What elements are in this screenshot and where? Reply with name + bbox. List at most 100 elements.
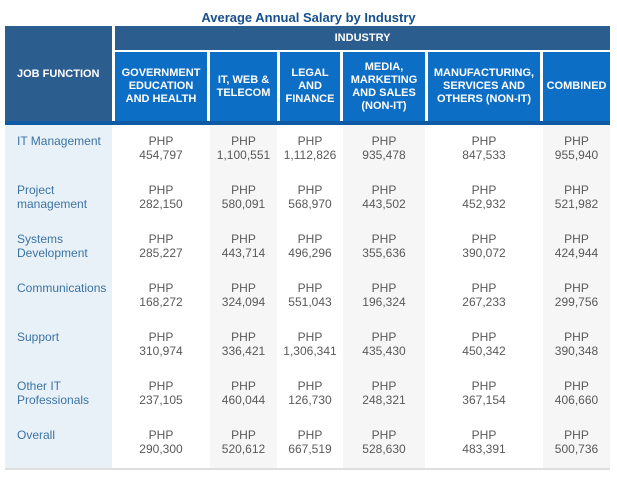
currency-label: PHP (564, 330, 589, 344)
header-body-divider (5, 121, 610, 125)
salary-cell: PHP 935,478 (343, 125, 428, 174)
salary-value: 267,233 (462, 295, 506, 309)
salary-cell: PHP 126,730 (280, 370, 343, 419)
currency-label: PHP (471, 232, 497, 246)
salary-value: 452,932 (462, 197, 506, 211)
salary-value: 1,112,826 (283, 148, 337, 162)
currency-label: PHP (564, 379, 589, 393)
salary-cell: PHP 520,612 (210, 419, 280, 468)
currency-label: PHP (231, 232, 256, 246)
salary-cell: PHP 1,306,341 (280, 321, 343, 370)
salary-value: 196,324 (362, 295, 406, 309)
currency-label: PHP (471, 428, 497, 442)
salary-value: 551,043 (288, 295, 332, 309)
salary-value: 454,797 (139, 148, 183, 162)
table-row: Support PHP 310,974 PHP 336,421 PHP 1,306,3… (5, 321, 610, 370)
salary-value: 520,612 (221, 442, 266, 456)
salary-cell: PHP 355,636 (343, 223, 428, 272)
currency-label: PHP (148, 232, 174, 246)
table-row: IT Management PHP 454,797 PHP 1,100,551 PH… (5, 125, 610, 174)
currency-label: PHP (231, 379, 256, 393)
salary-cell: PHP 580,091 (210, 174, 280, 223)
salary-cell: PHP 390,348 (543, 321, 610, 370)
salary-cell: PHP 496,296 (280, 223, 343, 272)
salary-cell: PHP 452,932 (428, 174, 543, 223)
salary-value: 521,982 (554, 197, 599, 211)
salary-cell: PHP 454,797 (115, 125, 210, 174)
column-header-media-marketing-sales: MEDIA, MARKETING AND SALES (NON-IT) (343, 52, 428, 121)
salary-value: 390,348 (554, 344, 599, 358)
salary-value: 483,391 (462, 442, 506, 456)
salary-cell: PHP 168,272 (115, 272, 210, 321)
currency-label: PHP (297, 281, 323, 295)
salary-value: 580,091 (221, 197, 266, 211)
currency-label: PHP (371, 379, 397, 393)
salary-cell: PHP 424,944 (543, 223, 610, 272)
salary-value: 310,974 (139, 344, 183, 358)
salary-cell: PHP 460,044 (210, 370, 280, 419)
currency-label: PHP (564, 281, 589, 295)
table-bottom-border (5, 468, 610, 470)
salary-value: 248,321 (362, 393, 406, 407)
salary-value: 935,478 (362, 148, 406, 162)
salary-cell: PHP 443,714 (210, 223, 280, 272)
salary-value: 290,300 (139, 442, 183, 456)
salary-cell: PHP 367,154 (428, 370, 543, 419)
salary-value: 955,940 (554, 148, 599, 162)
row-label: Project management (5, 174, 115, 223)
row-label: Other IT Professionals (5, 370, 115, 419)
currency-label: PHP (297, 134, 323, 148)
salary-value: 460,044 (221, 393, 266, 407)
currency-label: PHP (148, 379, 174, 393)
column-header-manufacturing-services-others: MANUFACTURING, SERVICES AND OTHERS (NON-… (428, 52, 543, 121)
salary-cell: PHP 282,150 (115, 174, 210, 223)
currency-label: PHP (471, 281, 497, 295)
salary-cell: PHP 955,940 (543, 125, 610, 174)
salary-value: 443,714 (221, 246, 266, 260)
column-header-government-education-health: GOVERNMENT EDUCATION AND HEALTH (115, 52, 210, 121)
salary-cell: PHP 406,660 (543, 370, 610, 419)
salary-value: 1,100,551 (216, 148, 271, 162)
salary-cell: PHP 435,430 (343, 321, 428, 370)
salary-cell: PHP 667,519 (280, 419, 343, 468)
currency-label: PHP (148, 428, 174, 442)
currency-label: PHP (371, 281, 397, 295)
salary-value: 406,660 (554, 393, 599, 407)
salary-cell: PHP 336,421 (210, 321, 280, 370)
currency-label: PHP (148, 134, 174, 148)
currency-label: PHP (371, 183, 397, 197)
currency-label: PHP (231, 428, 256, 442)
salary-cell: PHP 1,100,551 (210, 125, 280, 174)
salary-cell: PHP 290,300 (115, 419, 210, 468)
salary-value: 168,272 (139, 295, 183, 309)
currency-label: PHP (231, 330, 256, 344)
salary-value: 847,533 (462, 148, 506, 162)
currency-label: PHP (148, 281, 174, 295)
row-label: Communications (5, 272, 115, 321)
currency-label: PHP (371, 232, 397, 246)
table-row: Other IT Professionals PHP 237,105 PHP 460… (5, 370, 610, 419)
salary-value: 367,154 (462, 393, 506, 407)
salary-value: 1,306,341 (283, 344, 337, 358)
currency-label: PHP (231, 281, 256, 295)
salary-value: 500,736 (554, 442, 599, 456)
salary-value: 443,502 (362, 197, 406, 211)
salary-value: 450,342 (462, 344, 506, 358)
salary-cell: PHP 847,533 (428, 125, 543, 174)
salary-value: 390,072 (462, 246, 506, 260)
salary-cell: PHP 443,502 (343, 174, 428, 223)
corner-header-job-function: JOB FUNCTION (5, 26, 115, 121)
salary-table: JOB FUNCTION INDUSTRY GOVERNMENT EDUCATI… (5, 26, 611, 470)
currency-label: PHP (148, 183, 174, 197)
salary-value: 336,421 (221, 344, 266, 358)
table-row: Project management PHP 282,150 PHP 580,091… (5, 174, 610, 223)
salary-value: 355,636 (362, 246, 406, 260)
salary-cell: PHP 310,974 (115, 321, 210, 370)
salary-cell: PHP 390,072 (428, 223, 543, 272)
salary-cell: PHP 267,233 (428, 272, 543, 321)
currency-label: PHP (564, 183, 589, 197)
row-label: Support (5, 321, 115, 370)
currency-label: PHP (564, 232, 589, 246)
currency-label: PHP (297, 183, 323, 197)
currency-label: PHP (297, 232, 323, 246)
